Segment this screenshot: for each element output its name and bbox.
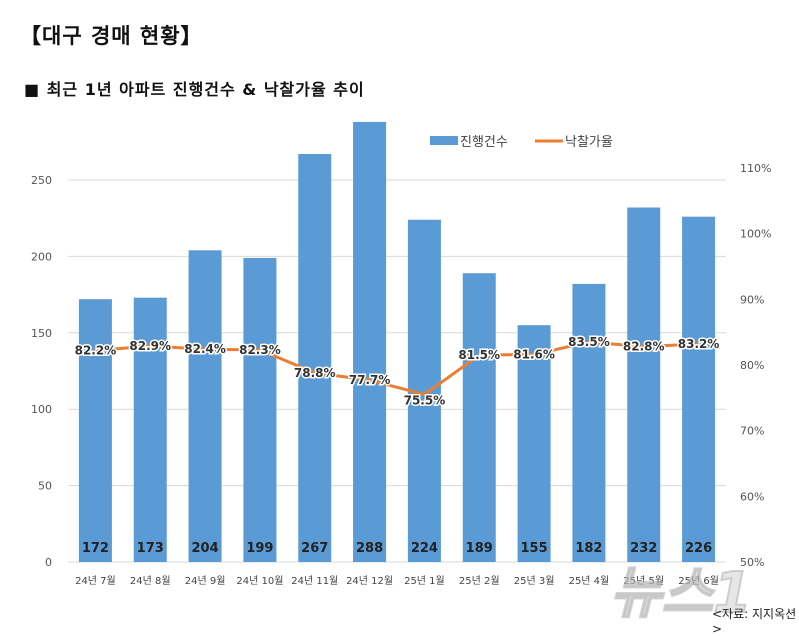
right-axis-tick: 70% — [740, 425, 764, 438]
rate-value-label: 77.7% — [349, 373, 391, 387]
rate-value-label: 83.5% — [568, 335, 610, 349]
right-axis-tick: 110% — [740, 162, 771, 175]
left-axis-tick: 150 — [31, 327, 52, 340]
rate-value-label: 81.6% — [513, 347, 555, 361]
bar — [188, 250, 222, 562]
bar-value-label: 204 — [192, 541, 219, 556]
rate-point — [203, 347, 207, 351]
bar-value-label: 182 — [575, 541, 602, 556]
bar-value-label: 288 — [356, 541, 383, 556]
rate-point — [642, 345, 646, 349]
bar-value-label: 173 — [137, 541, 164, 556]
bar-value-label: 189 — [466, 541, 493, 556]
right-axis-tick: 100% — [740, 228, 771, 241]
legend-swatch-bars — [430, 136, 458, 145]
left-axis-tick: 250 — [31, 174, 52, 187]
left-axis-tick: 100 — [31, 403, 52, 416]
rate-line — [95, 340, 699, 397]
x-axis-tick: 24년 11월 — [291, 575, 338, 587]
rate-value-label: 82.2% — [75, 344, 117, 358]
bar — [243, 257, 277, 562]
x-axis-tick: 25년 4월 — [569, 575, 610, 587]
bar — [462, 273, 496, 562]
left-axis-tick: 50 — [38, 480, 52, 493]
rate-point — [697, 342, 701, 346]
bar — [78, 299, 112, 562]
rate-point — [93, 349, 97, 353]
rate-point — [422, 393, 426, 397]
bar — [572, 283, 606, 562]
bar-value-label: 267 — [301, 541, 328, 556]
rate-point — [148, 344, 152, 348]
x-axis-tick: 25년 6월 — [678, 575, 719, 587]
x-axis-tick: 25년 2월 — [459, 575, 500, 587]
x-axis-tick: 25년 1월 — [404, 575, 445, 587]
bar-value-label: 172 — [82, 541, 109, 556]
x-axis-tick: 24년 8월 — [130, 575, 171, 587]
rate-value-label: 82.8% — [623, 340, 665, 354]
chart-subtitle: ■ 최근 1년 아파트 진행건수 & 낙찰가율 추이 — [24, 80, 365, 99]
left-axis-tick: 200 — [31, 250, 52, 263]
x-axis-tick: 24년 7월 — [75, 575, 116, 587]
x-axis-tick: 24년 12월 — [346, 575, 393, 587]
bar — [353, 121, 387, 562]
rate-point — [313, 371, 317, 375]
left-axis-tick: 0 — [45, 556, 52, 569]
legend-label: 진행건수 — [460, 134, 508, 150]
rate-value-label: 78.8% — [294, 366, 336, 380]
bar — [133, 297, 167, 562]
x-axis-tick: 24년 9월 — [185, 575, 226, 587]
rate-value-label: 75.5% — [404, 394, 446, 408]
x-axis-tick: 24년 10월 — [236, 575, 283, 587]
rate-point — [587, 340, 591, 344]
right-axis-tick: 50% — [740, 556, 764, 569]
watermark-logo: 뉴스1 — [609, 560, 753, 627]
rate-value-label: 82.3% — [239, 343, 281, 357]
right-axis-tick: 80% — [740, 359, 764, 372]
x-axis-tick: 25년 5월 — [623, 575, 664, 587]
bar-value-label: 232 — [630, 541, 657, 556]
bar-value-label: 155 — [521, 541, 548, 556]
rate-value-label: 82.9% — [129, 339, 171, 353]
bar — [627, 207, 661, 562]
bar — [298, 154, 332, 563]
rate-point — [477, 353, 481, 357]
rate-point — [258, 348, 262, 352]
rate-point — [368, 378, 372, 382]
bar-value-label: 226 — [685, 541, 712, 556]
right-axis-tick: 60% — [740, 490, 764, 503]
bar-value-label: 199 — [246, 541, 273, 556]
bar — [682, 216, 716, 562]
page-title: 【대구 경매 현황】 — [20, 24, 203, 48]
bar — [517, 325, 551, 562]
x-axis-tick: 25년 3월 — [514, 575, 555, 587]
bar-value-label: 224 — [411, 541, 438, 556]
legend-label: 낙찰가율 — [565, 135, 613, 150]
rate-point — [532, 352, 536, 356]
source-note: <자료: 지지옥션> — [712, 607, 797, 636]
rate-value-label: 82.4% — [184, 342, 226, 356]
rate-value-label: 81.5% — [458, 348, 500, 362]
rate-value-label: 83.2% — [678, 337, 720, 351]
right-axis-tick: 90% — [740, 293, 764, 306]
